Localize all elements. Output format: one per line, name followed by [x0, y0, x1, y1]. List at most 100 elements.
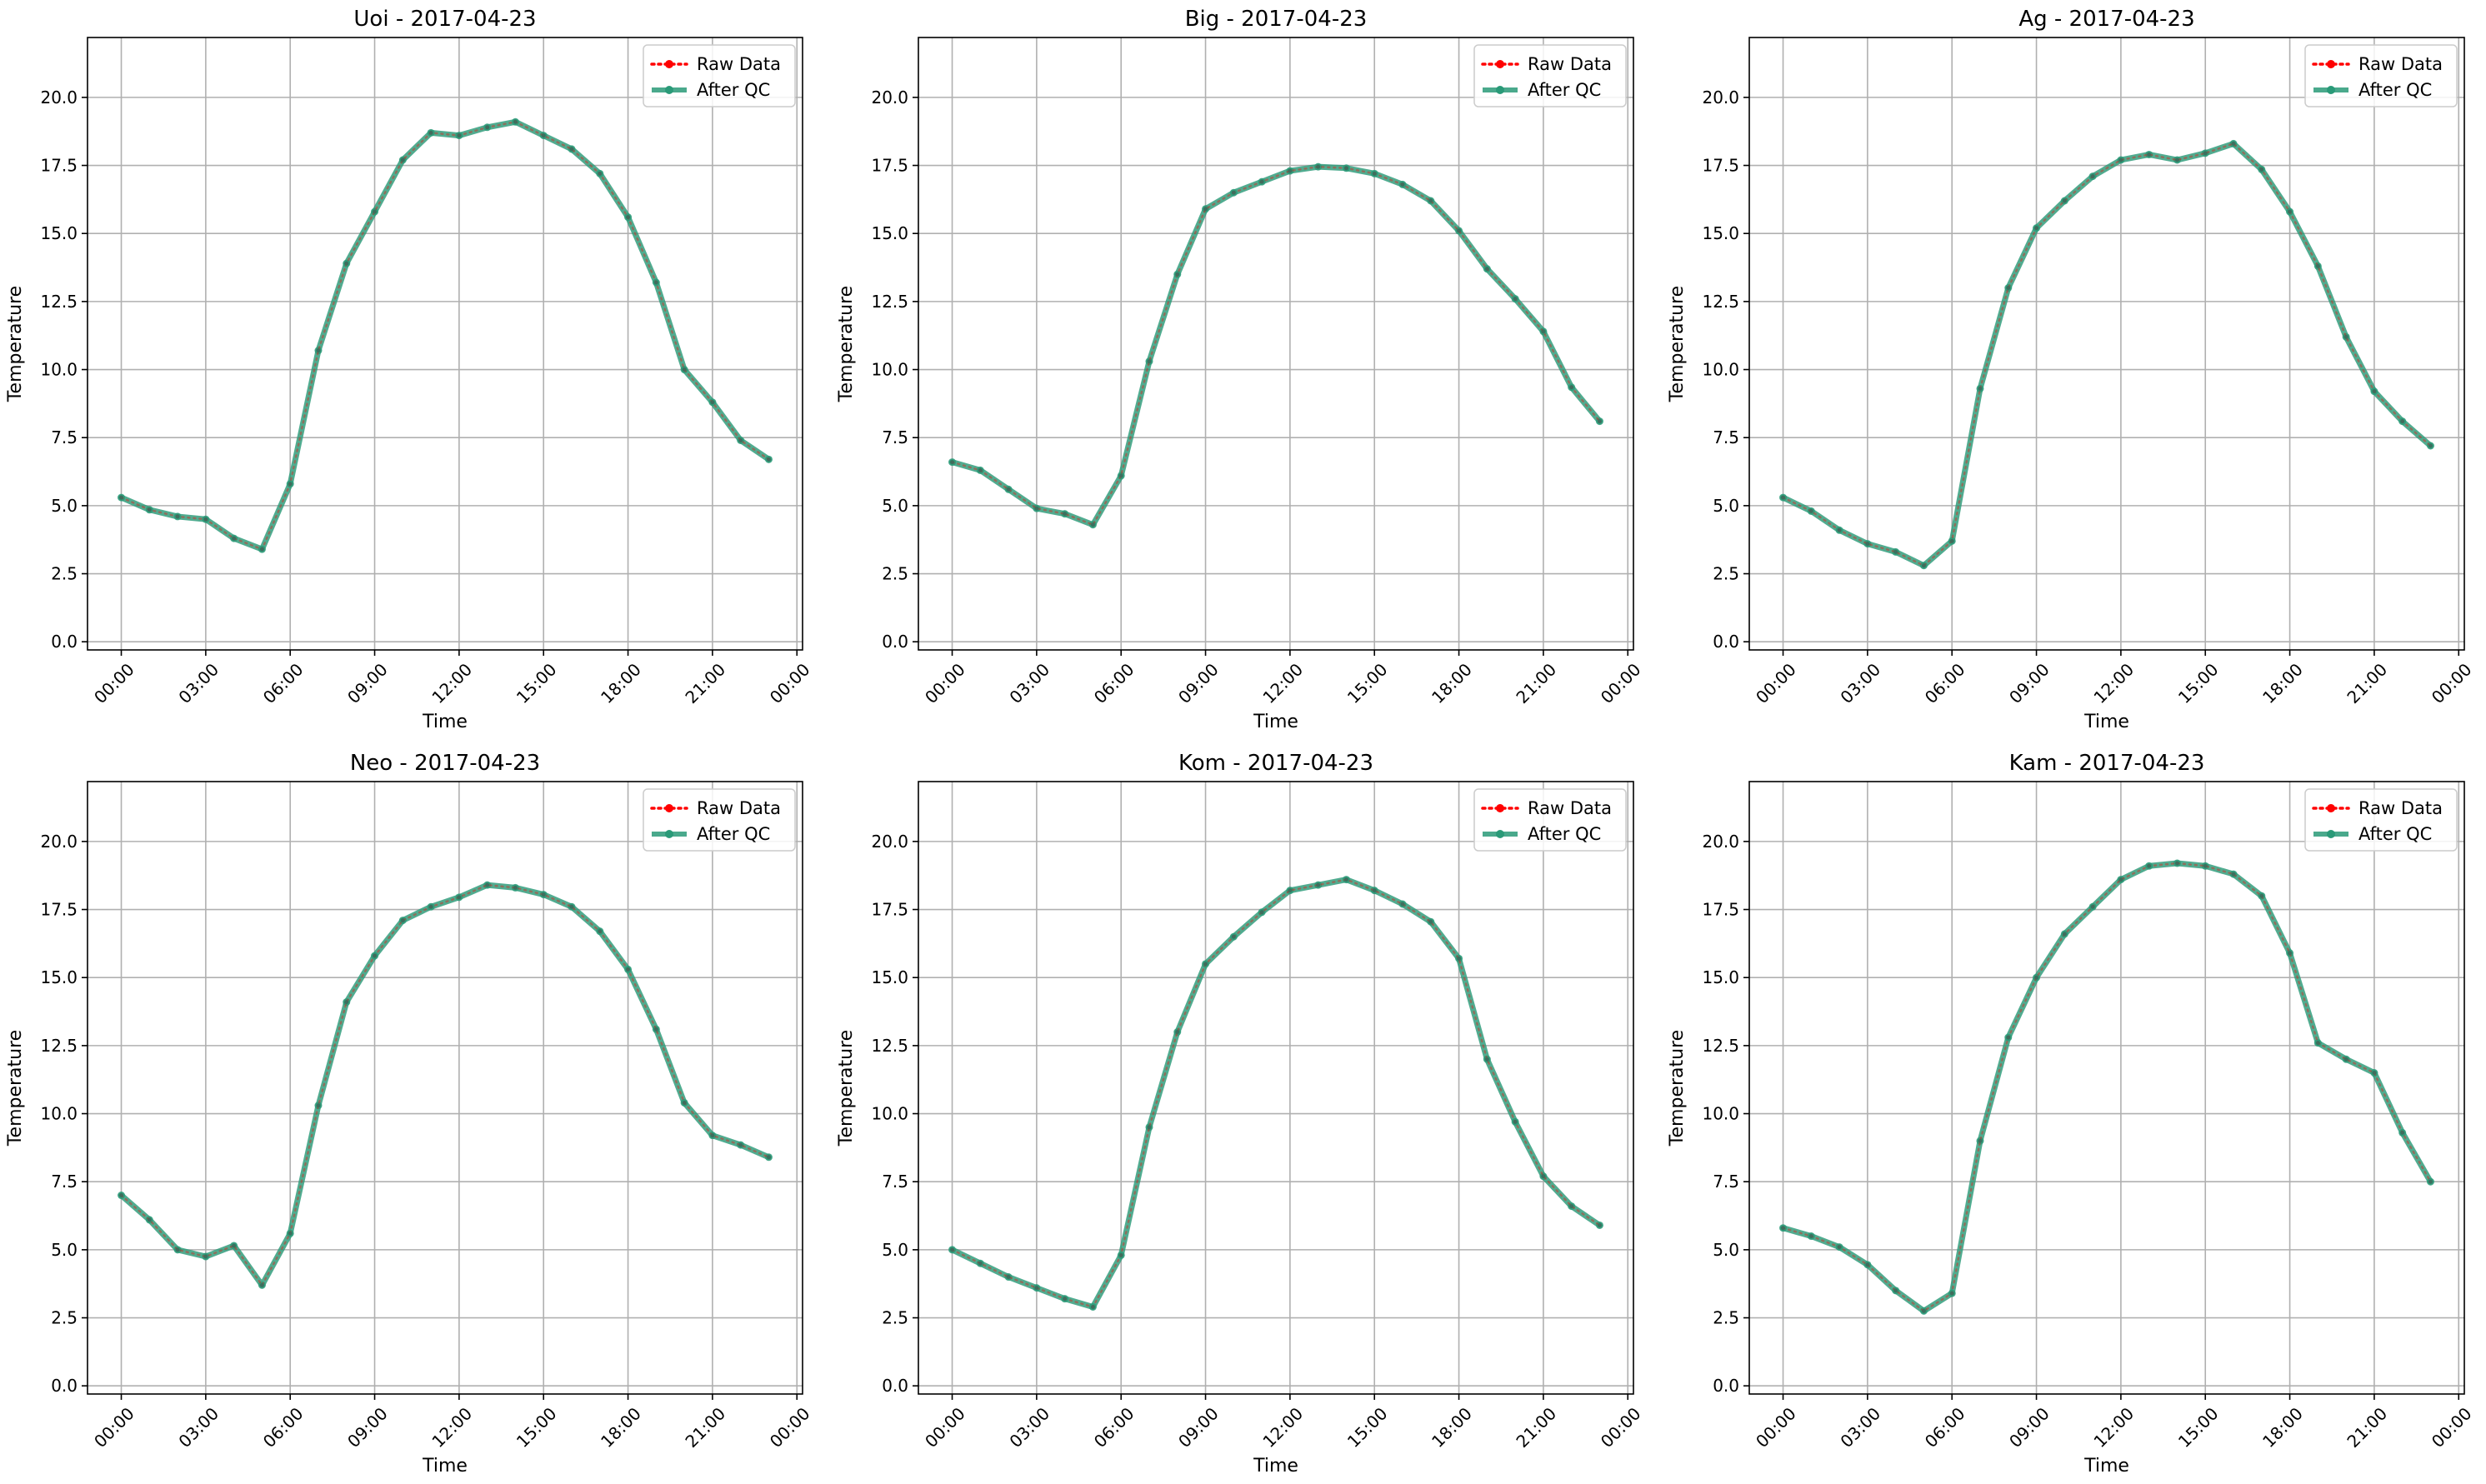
raw-data-point — [2428, 443, 2433, 448]
x-tick-label: 03:00 — [174, 1403, 223, 1452]
y-tick-label: 7.5 — [882, 427, 908, 447]
x-tick-label: 09:00 — [2005, 659, 2053, 707]
raw-data-point — [1343, 877, 1348, 882]
raw-data-point — [738, 437, 743, 442]
raw-data-point — [626, 967, 631, 972]
raw-data-point — [485, 882, 490, 887]
raw-data-point — [1921, 1308, 1926, 1313]
y-tick-label: 15.0 — [871, 223, 908, 243]
raw-data-point — [457, 895, 462, 900]
raw-data-point — [2372, 389, 2377, 394]
raw-data-point — [2118, 877, 2123, 882]
raw-data-point — [203, 1254, 208, 1259]
y-axis-label: Temperature — [1667, 286, 1688, 402]
raw-data-point — [1203, 207, 1208, 212]
raw-data-point — [1147, 359, 1152, 364]
legend-label-after-qc: After QC — [1528, 824, 1601, 844]
raw-data-point — [2259, 167, 2264, 172]
y-tick-label: 10.0 — [871, 1104, 908, 1124]
y-tick-label: 5.0 — [51, 496, 78, 516]
raw-data-point — [1837, 1245, 1842, 1250]
raw-data-point — [1147, 1125, 1152, 1130]
raw-data-point — [175, 514, 180, 519]
x-tick-label: 09:00 — [343, 1403, 392, 1452]
y-tick-label: 17.5 — [40, 900, 78, 920]
raw-data-point — [428, 130, 433, 135]
raw-data-point — [2090, 904, 2095, 909]
y-tick-label: 17.5 — [871, 900, 908, 920]
raw-data-point — [2372, 1071, 2377, 1076]
raw-data-point — [1428, 198, 1433, 203]
x-tick-label: 03:00 — [1005, 1403, 1053, 1452]
y-tick-label: 12.5 — [1702, 1036, 1739, 1056]
raw-data-point — [1457, 228, 1462, 233]
raw-data-point — [598, 171, 603, 176]
raw-data-point — [598, 929, 603, 934]
y-tick-label: 17.5 — [1702, 156, 1739, 176]
y-tick-label: 15.0 — [871, 967, 908, 987]
raw-data-point — [2400, 419, 2405, 424]
y-tick-label: 0.0 — [882, 632, 908, 652]
legend-label-after-qc: After QC — [697, 80, 770, 100]
raw-data-point — [1513, 1119, 1518, 1124]
x-tick-label: 00:00 — [921, 1403, 969, 1452]
y-tick-label: 10.0 — [40, 360, 78, 380]
plot-frame — [918, 37, 1634, 651]
legend-label-raw-data: Raw Data — [697, 798, 781, 818]
y-tick-label: 5.0 — [882, 1240, 908, 1260]
raw-data-point — [485, 125, 490, 130]
raw-data-point — [2006, 1035, 2011, 1040]
raw-data-point — [259, 1282, 264, 1287]
raw-data-point — [1781, 495, 1786, 500]
raw-data-point — [2090, 174, 2095, 179]
raw-data-point — [1090, 522, 1095, 527]
x-tick-label: 09:00 — [2005, 1403, 2053, 1452]
plot-frame — [1748, 781, 2465, 1395]
raw-data-point — [2315, 1041, 2320, 1046]
raw-data-point — [1808, 508, 1813, 513]
chart-title: Kam - 2017-04-23 — [2009, 751, 2205, 776]
chart-title: Kom - 2017-04-23 — [1178, 751, 1373, 776]
raw-data-point — [1118, 473, 1123, 478]
raw-data-point — [1865, 542, 1870, 547]
subplot-1: 00:00 03:00 06:00 09:00 12:00 15:00 18:00 21:00… — [5, 7, 814, 732]
raw-data-point — [175, 1247, 180, 1252]
series-after-qc-line — [118, 118, 772, 552]
raw-data-point — [1893, 549, 1898, 554]
raw-data-point — [653, 1027, 658, 1032]
x-axis-label: Time — [422, 712, 468, 732]
y-tick-label: 5.0 — [1713, 1240, 1739, 1260]
x-tick-label: 06:00 — [1921, 659, 1969, 707]
raw-data-point — [766, 457, 771, 462]
legend-label-after-qc: After QC — [2358, 80, 2432, 100]
x-tick-label: 18:00 — [1428, 1403, 1476, 1452]
raw-data-point — [682, 367, 687, 372]
raw-data-point — [1400, 182, 1405, 187]
y-axis-label: Temperature — [5, 1030, 26, 1147]
y-tick-label: 7.5 — [1713, 1172, 1739, 1192]
y-axis-label: Temperature — [836, 286, 857, 402]
legend-label-after-qc: After QC — [2358, 824, 2432, 844]
series-raw-data-line — [1782, 142, 2432, 567]
x-tick-label: 21:00 — [2343, 1403, 2391, 1452]
y-tick-label: 2.5 — [882, 564, 908, 584]
x-axis-label: Time — [2083, 1456, 2129, 1477]
x-tick-label: 00:00 — [1752, 1403, 1800, 1452]
legend-label-raw-data: Raw Data — [1528, 798, 1612, 818]
x-tick-label: 00:00 — [1597, 1403, 1645, 1452]
y-tick-label: 5.0 — [1713, 496, 1739, 516]
y-tick-label: 2.5 — [51, 1308, 78, 1328]
raw-data-point — [1541, 1174, 1546, 1179]
raw-data-point — [1400, 902, 1405, 907]
y-tick-label: 5.0 — [51, 1240, 78, 1260]
raw-data-point — [541, 133, 546, 138]
raw-data-point — [259, 547, 264, 552]
raw-data-point — [1063, 512, 1068, 517]
y-tick-label: 20.0 — [1702, 832, 1739, 852]
x-tick-label: 09:00 — [1174, 659, 1223, 707]
x-tick-label: 00:00 — [766, 659, 814, 707]
raw-data-point — [1484, 1057, 1489, 1062]
y-tick-label: 10.0 — [1702, 360, 1739, 380]
raw-data-point — [1921, 563, 1926, 568]
series-raw-data-line — [120, 883, 770, 1287]
